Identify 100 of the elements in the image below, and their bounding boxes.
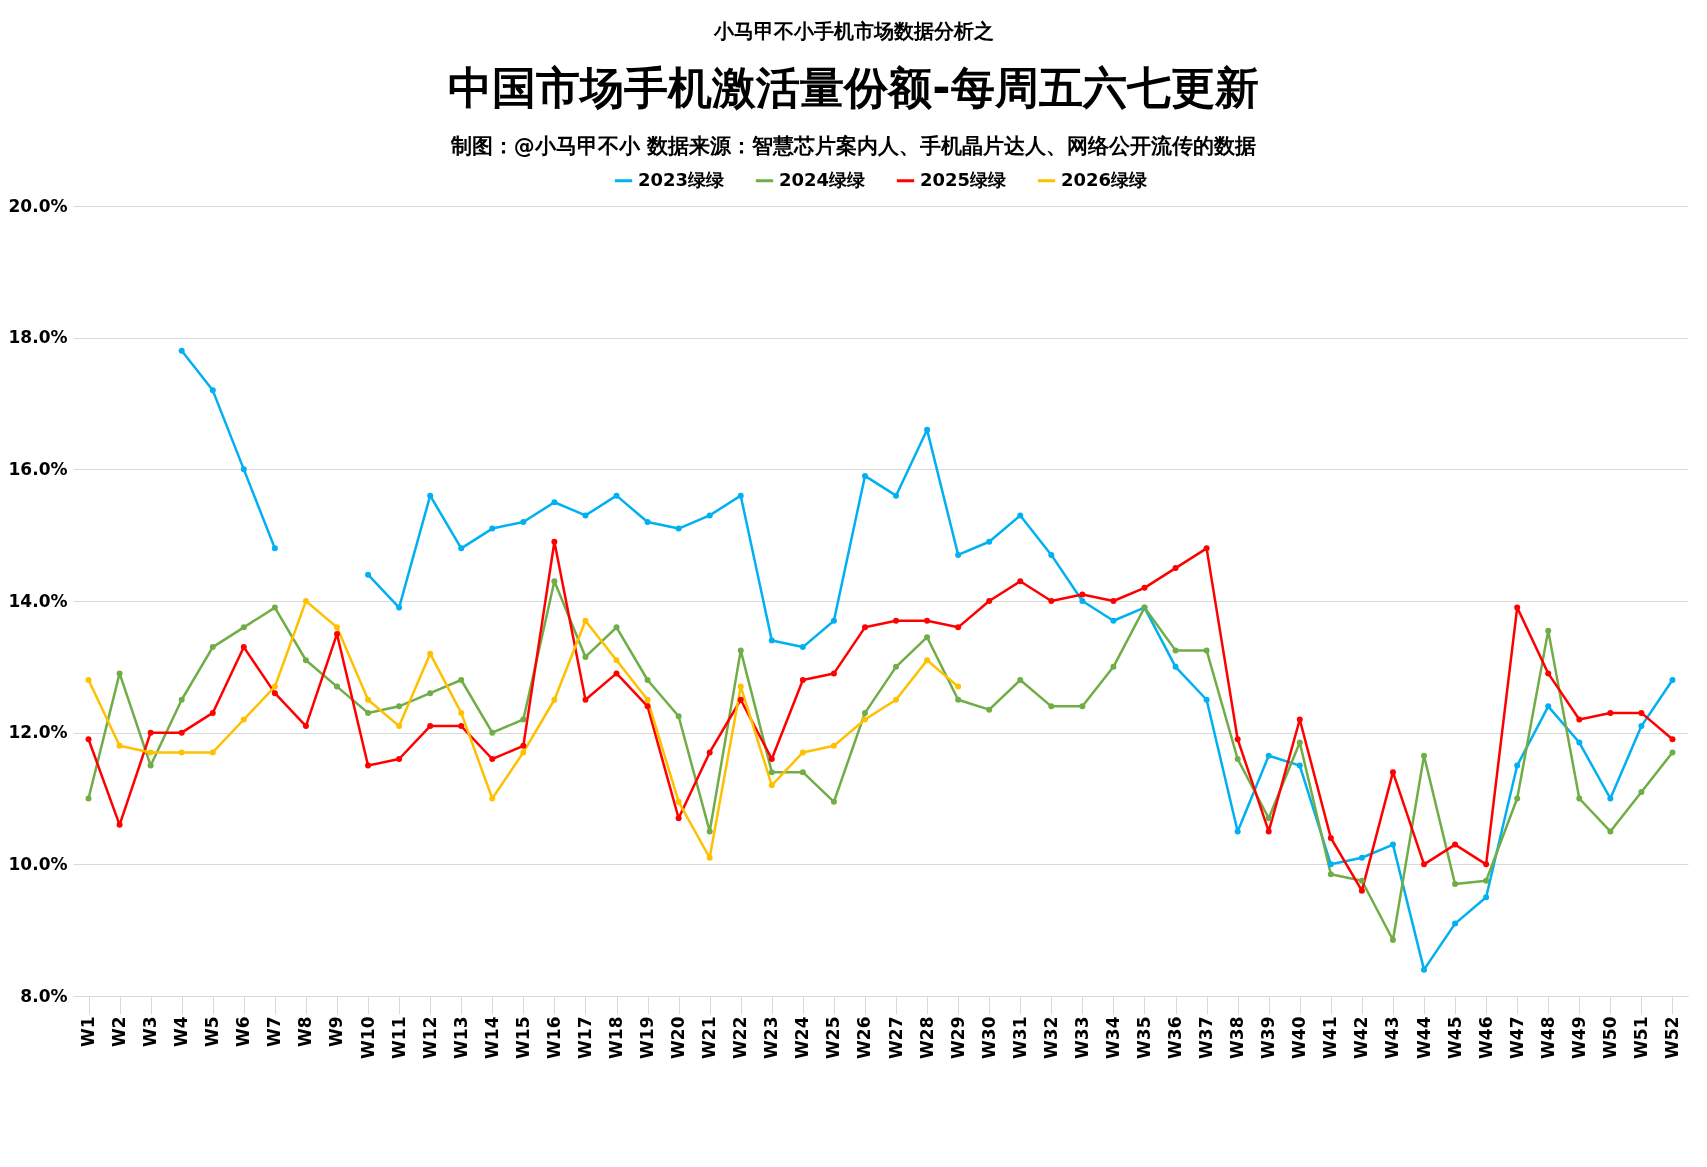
point xyxy=(551,578,558,585)
point xyxy=(271,604,278,611)
x-tick-label: W35 xyxy=(1133,1016,1154,1059)
point xyxy=(551,499,558,506)
x-tick-label: W38 xyxy=(1227,1016,1248,1059)
x-tick-label: W11 xyxy=(388,1016,409,1059)
point xyxy=(675,815,682,822)
point xyxy=(427,690,434,697)
x-tick-label: W46 xyxy=(1475,1016,1496,1059)
point xyxy=(986,598,993,604)
point xyxy=(1669,736,1676,743)
point xyxy=(861,709,868,716)
x-tick-label: W26 xyxy=(854,1016,875,1059)
point xyxy=(613,492,620,499)
point xyxy=(830,742,837,749)
point xyxy=(85,795,92,802)
point xyxy=(520,716,527,723)
point xyxy=(1327,861,1334,868)
point xyxy=(1514,795,1521,802)
point xyxy=(613,657,620,664)
x-tick-label: W17 xyxy=(574,1016,595,1059)
point xyxy=(1389,937,1396,944)
point xyxy=(1296,762,1303,769)
point xyxy=(924,617,931,624)
x-tick-label: W47 xyxy=(1506,1016,1527,1059)
point xyxy=(1638,723,1645,730)
point xyxy=(458,709,465,716)
point xyxy=(520,749,527,756)
point xyxy=(116,821,123,828)
y-tick-label: 20.0% xyxy=(8,195,68,216)
point xyxy=(799,769,806,776)
point xyxy=(644,696,651,703)
x-tick-label: W25 xyxy=(823,1016,844,1059)
point xyxy=(1607,795,1614,802)
point xyxy=(240,644,247,651)
point xyxy=(1110,663,1117,670)
y-tick-label: 16.0% xyxy=(8,458,68,479)
point xyxy=(116,742,123,749)
point xyxy=(1358,854,1365,861)
point xyxy=(706,749,713,756)
point xyxy=(955,696,962,703)
point xyxy=(1483,894,1490,901)
point xyxy=(365,696,372,703)
point xyxy=(861,624,868,631)
point xyxy=(396,703,403,710)
y-tick-label: 18.0% xyxy=(8,327,68,348)
y-tick-label: 14.0% xyxy=(8,590,68,611)
point xyxy=(675,713,682,720)
x-tick-label: W15 xyxy=(512,1016,533,1059)
x-tick-label: W2 xyxy=(109,1016,130,1048)
point xyxy=(1327,835,1334,841)
point xyxy=(706,854,713,861)
point xyxy=(178,749,185,756)
point xyxy=(1452,920,1459,927)
point xyxy=(240,624,247,631)
point xyxy=(737,647,744,654)
point xyxy=(240,716,247,723)
x-tick-label: W48 xyxy=(1537,1016,1558,1059)
point xyxy=(333,624,340,631)
y-tick-label: 10.0% xyxy=(8,853,68,874)
point xyxy=(799,677,806,683)
x-tick-label: W45 xyxy=(1444,1016,1465,1059)
point xyxy=(1296,716,1303,723)
point xyxy=(1265,752,1272,759)
point xyxy=(830,670,837,677)
point xyxy=(302,598,309,604)
point xyxy=(924,634,931,641)
point xyxy=(240,466,247,473)
point xyxy=(1545,703,1552,710)
x-tick-label: W50 xyxy=(1599,1016,1620,1059)
point xyxy=(644,703,651,710)
point xyxy=(644,519,651,525)
point xyxy=(737,683,744,690)
x-tick-label: W52 xyxy=(1661,1016,1682,1059)
point xyxy=(333,683,340,690)
x-tick-label: W6 xyxy=(233,1016,254,1048)
x-tick-label: W3 xyxy=(140,1016,161,1048)
point xyxy=(1296,739,1303,746)
point xyxy=(458,545,465,552)
point xyxy=(520,519,527,525)
x-tick-label: W5 xyxy=(202,1016,223,1048)
y-tick-label: 8.0% xyxy=(20,985,68,1006)
x-tick-label: W41 xyxy=(1320,1016,1341,1059)
point xyxy=(613,624,620,631)
point xyxy=(427,723,434,730)
point xyxy=(271,683,278,690)
point xyxy=(1576,739,1583,746)
x-tick-label: W43 xyxy=(1382,1016,1403,1059)
point xyxy=(1514,762,1521,769)
point xyxy=(799,749,806,756)
point xyxy=(1234,828,1241,835)
point xyxy=(706,512,713,519)
point xyxy=(1203,545,1210,552)
point xyxy=(955,551,962,558)
x-tick-label: W28 xyxy=(916,1016,937,1059)
point xyxy=(1172,663,1179,670)
point xyxy=(986,538,993,545)
point xyxy=(85,736,92,743)
point xyxy=(427,492,434,499)
point xyxy=(520,742,527,749)
